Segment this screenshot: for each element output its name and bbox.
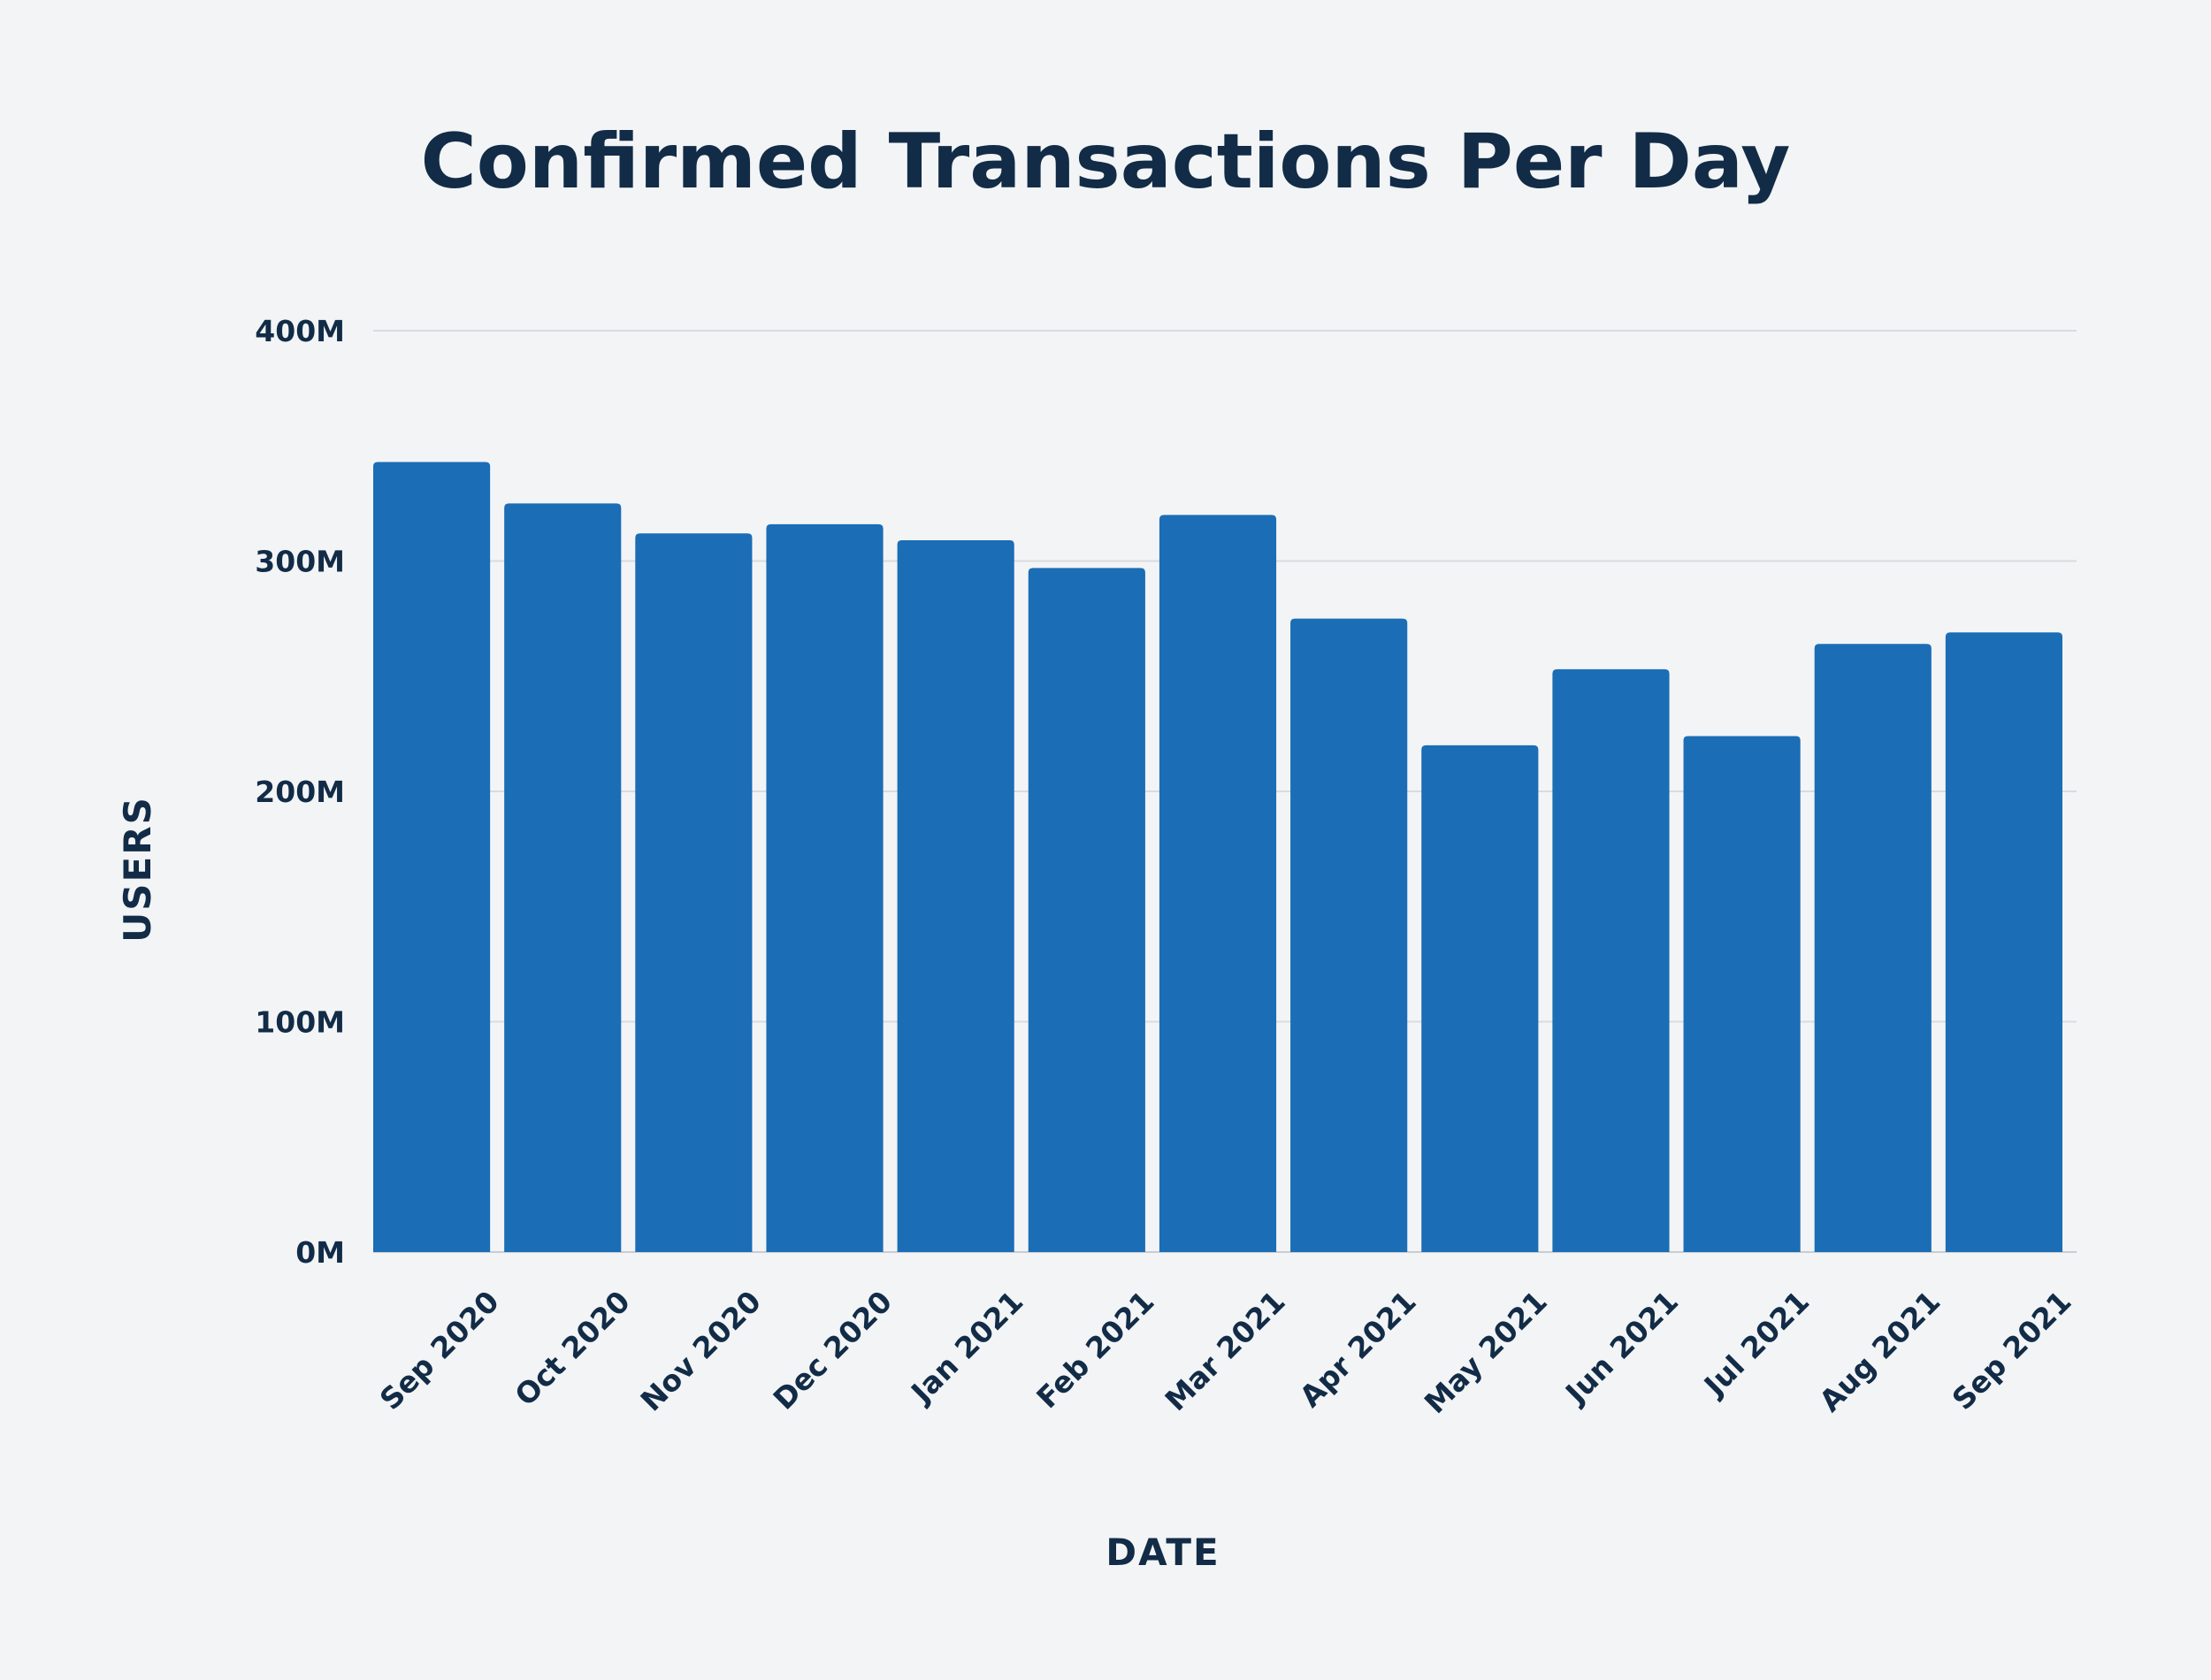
y-tick-label: 0M: [295, 1235, 345, 1270]
bar-oct-2020: [504, 503, 622, 1252]
chart-title: Confirmed Transactions Per Day: [421, 118, 1791, 206]
bar-nov-2020: [635, 533, 753, 1252]
x-axis-title: DATE: [1106, 1531, 1220, 1574]
bar-jun-2021: [1552, 668, 1670, 1252]
x-tick-label: Mar 2021: [1159, 1284, 1292, 1417]
bars: [373, 462, 2062, 1252]
x-tick-label: Dec 2020: [767, 1284, 899, 1417]
x-tick-label: Sep 2020: [373, 1284, 506, 1417]
y-axis-title: USERS: [116, 796, 159, 943]
y-axis-ticks: 0M 100M 200M 300M 400M: [255, 314, 345, 1270]
bar-aug-2021: [1814, 644, 1932, 1252]
x-tick-label: Jun 2021: [1557, 1284, 1685, 1411]
x-tick-label: May 2021: [1418, 1284, 1554, 1420]
bar-mar-2021: [1159, 515, 1277, 1252]
y-tick-label: 400M: [255, 314, 345, 348]
y-tick-label: 200M: [255, 775, 345, 809]
bar-jul-2021: [1683, 736, 1801, 1252]
bar-sep-2020: [373, 462, 491, 1252]
y-tick-label: 300M: [255, 545, 345, 579]
x-tick-label: Jan 2021: [903, 1284, 1029, 1410]
bar-sep-2021: [1945, 632, 2062, 1252]
bar-feb-2021: [1028, 568, 1145, 1252]
x-tick-label: Aug 2021: [1812, 1284, 1947, 1418]
y-tick-label: 100M: [255, 1005, 345, 1040]
x-tick-label: Feb 2021: [1029, 1284, 1160, 1415]
bar-may-2021: [1421, 745, 1539, 1252]
x-tick-label: Oct 2020: [508, 1284, 636, 1412]
x-tick-label: Nov 2020: [634, 1284, 768, 1417]
x-tick-label: Sep 2021: [1946, 1284, 2078, 1417]
bar-jan-2021: [897, 540, 1014, 1252]
bar-dec-2020: [766, 523, 884, 1252]
bar-apr-2021: [1290, 618, 1408, 1252]
x-tick-label: Jul 2021: [1696, 1284, 1816, 1403]
x-tick-label: Apr 2021: [1293, 1284, 1423, 1414]
